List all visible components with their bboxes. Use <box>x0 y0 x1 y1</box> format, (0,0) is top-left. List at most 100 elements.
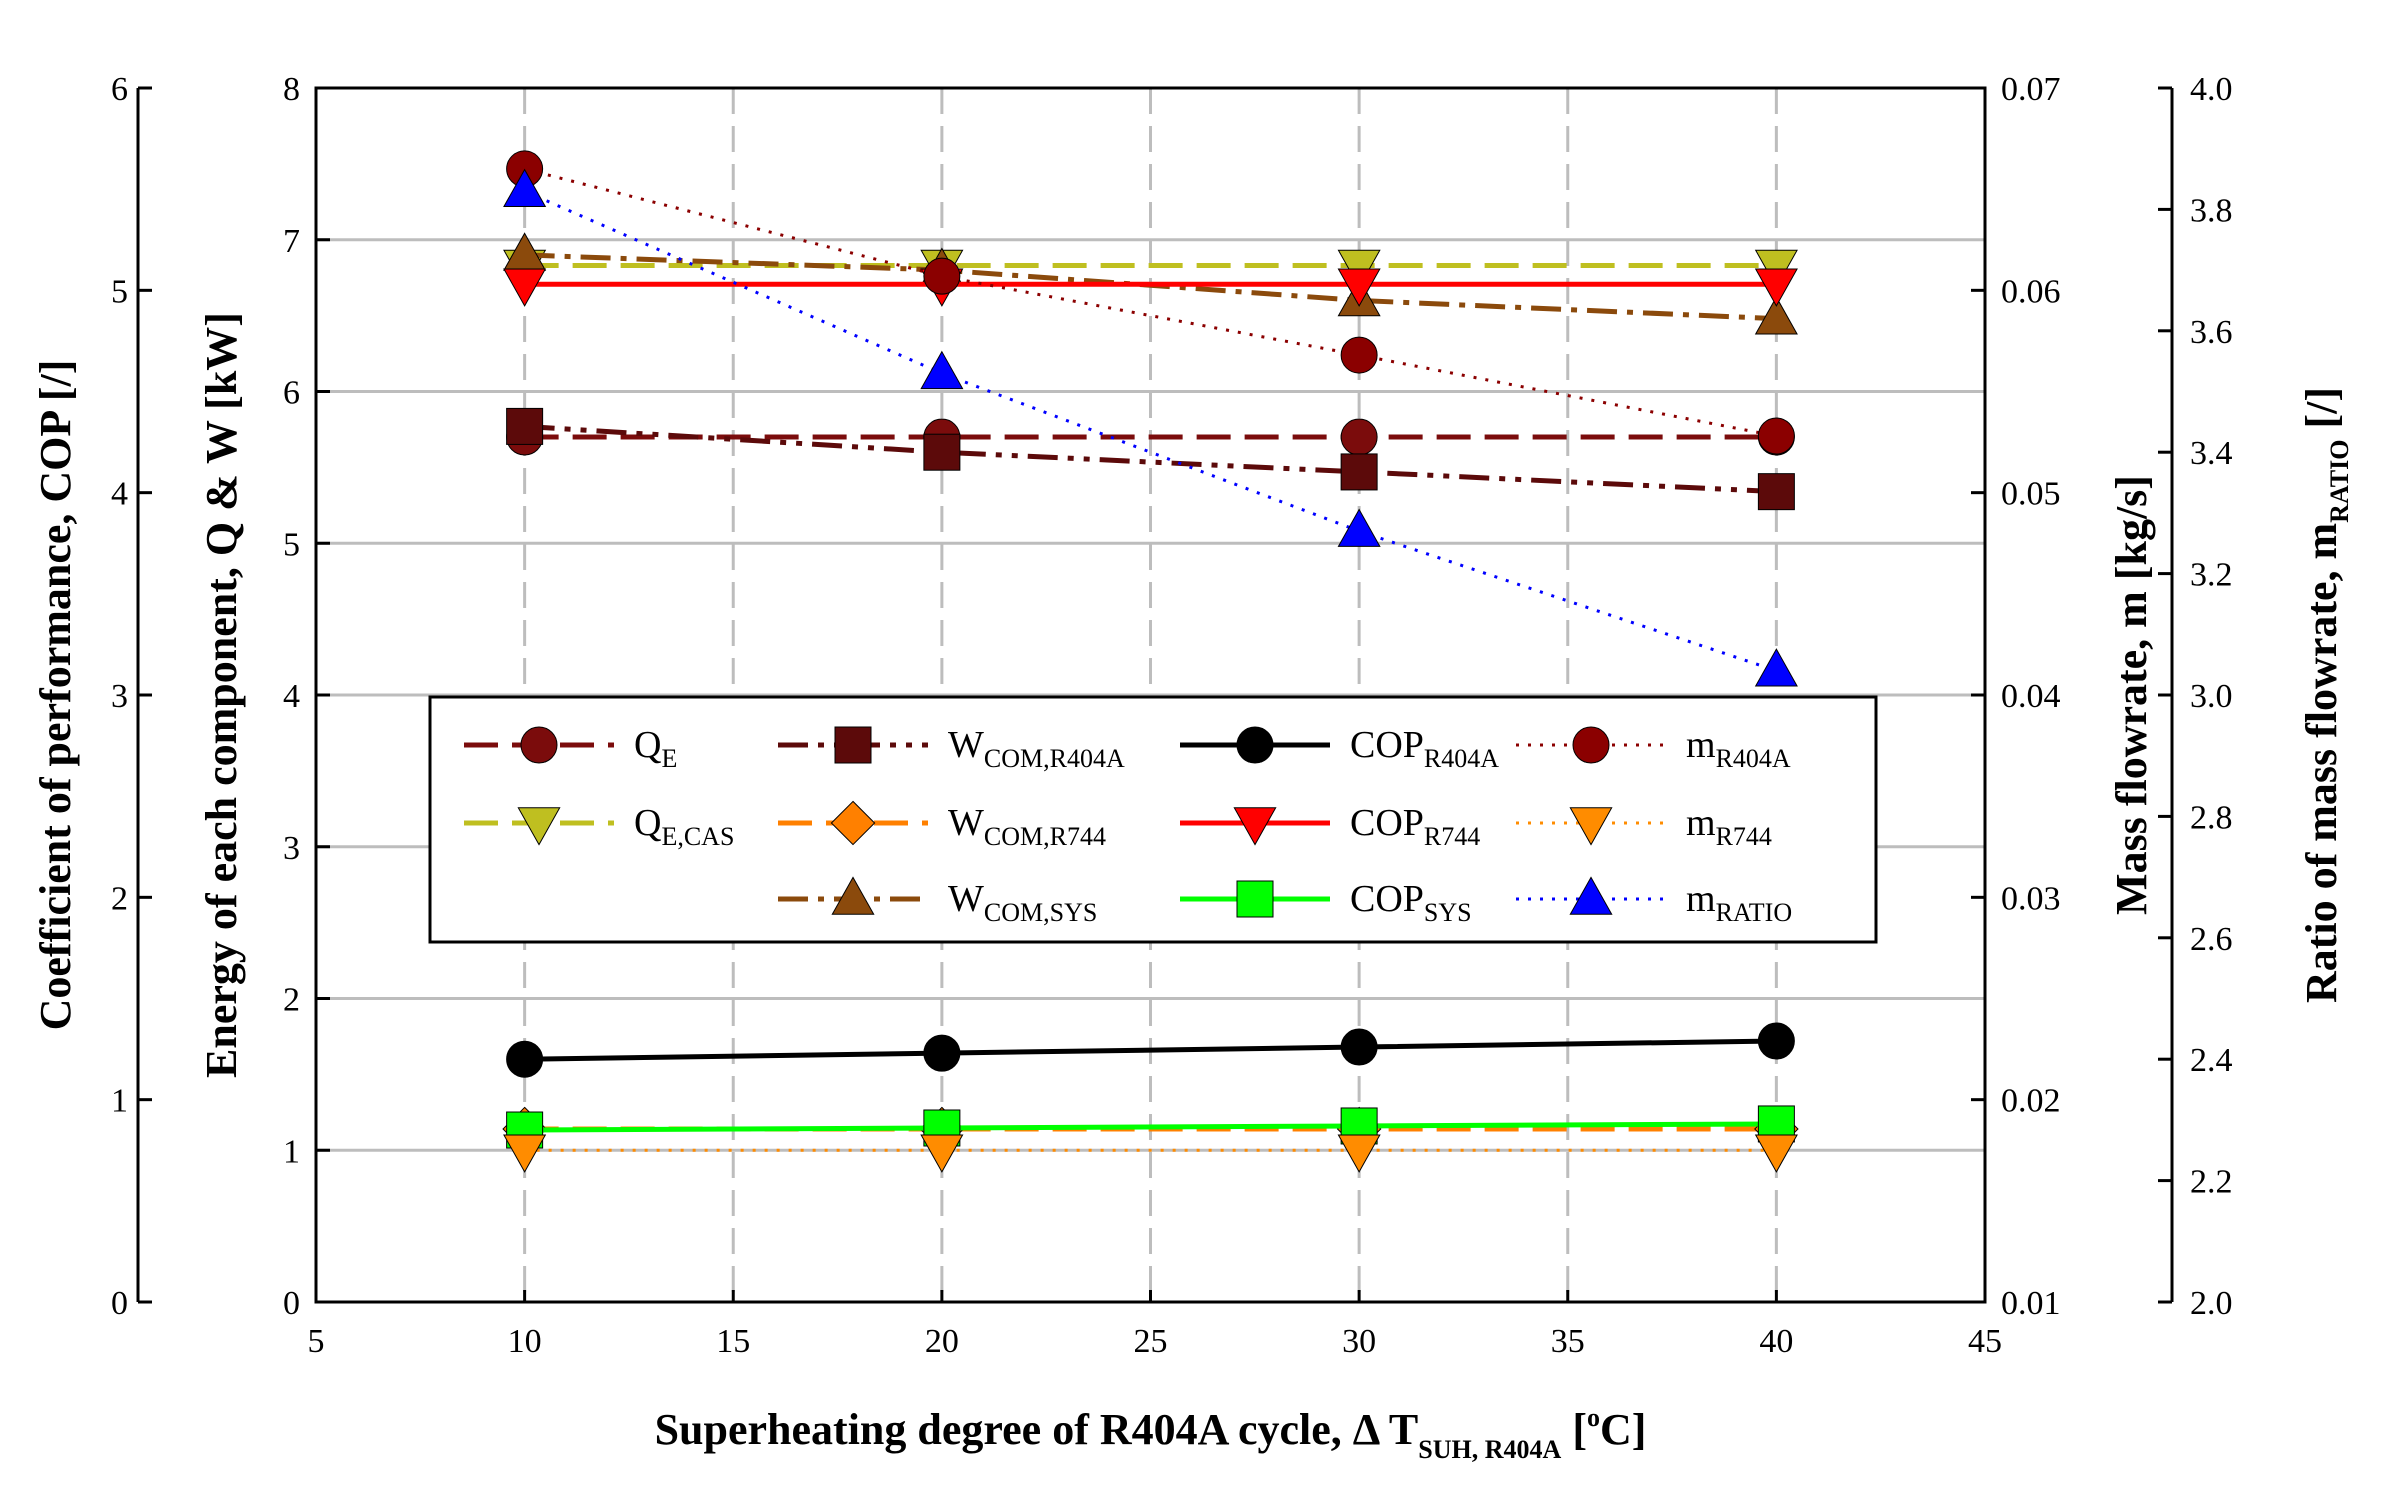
mass-tick-label: 0.03 <box>2001 880 2061 917</box>
legend-label-COP_R744: COPR744 <box>1350 802 1480 851</box>
ratio-tick-label: 4.0 <box>2190 71 2233 108</box>
legend-label-COP_R404A: COPR404A <box>1350 724 1499 773</box>
axes: 5 10 15 20 25 30 35 40 4501234560123456780.010.0… <box>31 71 2354 1464</box>
data-point-COP_R404A-30 <box>1340 1028 1378 1066</box>
legend-label-main: Q <box>634 802 661 844</box>
data-point-W_COM,SYS-40 <box>1754 296 1798 335</box>
legend-marker-m_R404A <box>1572 726 1610 764</box>
data-point-W_COM,R404A-40 <box>1757 473 1795 511</box>
x-tick-label: 40 <box>1759 1323 1793 1360</box>
series-W_COM,R404A <box>506 407 1795 511</box>
data-point-Q_E-30 <box>1340 418 1378 456</box>
cop-tick-label: 4 <box>111 476 128 513</box>
x-tick-label: 35 <box>1551 1323 1585 1360</box>
legend-label-sub: COM,SYS <box>984 898 1097 927</box>
cop-tick-label: 1 <box>111 1083 128 1120</box>
ratio-tick-label: 2.8 <box>2190 799 2233 836</box>
x-tick-label: 25 <box>1134 1323 1168 1360</box>
energy-axis-title: Energy of each component, Q & W [kW] <box>197 312 246 1078</box>
legend-label-main: m <box>1686 878 1716 920</box>
x-tick-label: 5 <box>308 1323 325 1360</box>
ratio-tick-label: 3.6 <box>2190 314 2233 351</box>
data-point-COP_R404A-20 <box>923 1034 961 1072</box>
cop-tick-label: 0 <box>111 1285 128 1322</box>
legend-marker-W_COM,R404A <box>834 726 872 764</box>
energy-tick-label: 1 <box>283 1133 300 1170</box>
data-point-COP_R404A-10 <box>506 1040 544 1078</box>
data-point-m_R744-40 <box>1754 1134 1798 1173</box>
mass-tick-label: 0.06 <box>2001 273 2061 310</box>
x-tick-label: 45 <box>1968 1323 2002 1360</box>
ratio-axis-title: Ratio of mass flowrate, mRATIO [/] <box>2297 387 2354 1003</box>
data-point-m_R404A-20 <box>923 257 961 295</box>
legend-label-main: W <box>948 802 984 844</box>
series-line-COP_SYS <box>524 1121 1777 1133</box>
legend-label-sub: SYS <box>1424 898 1472 927</box>
series-m_RATIO <box>503 168 1798 687</box>
data-point-m_RATIO-10 <box>503 168 547 207</box>
energy-tick-label: 7 <box>283 223 300 260</box>
data-point-W_COM,R404A-20 <box>923 433 961 471</box>
legend-label-sub: R744 <box>1716 822 1772 851</box>
series <box>502 150 1799 1173</box>
ratio-tick-label: 2.4 <box>2190 1042 2233 1079</box>
series-COP_SYS <box>506 1105 1795 1149</box>
legend-label-W_COM,R404A: WCOM,R404A <box>948 724 1125 773</box>
legend-box <box>428 695 1878 944</box>
data-point-COP_R744-40 <box>1754 268 1798 307</box>
mass-axis-title: Mass flowrate, m [kg/s] <box>2107 475 2156 915</box>
data-point-m_RATIO-20 <box>920 350 964 390</box>
x-tick-label: 20 <box>925 1323 959 1360</box>
data-point-m_R404A-30 <box>1340 336 1378 374</box>
ratio-tick-label: 3.4 <box>2190 435 2233 472</box>
legend-label-main: m <box>1686 802 1716 844</box>
legend-label-main: W <box>948 878 984 920</box>
legend-label-Q_E: QE <box>634 724 677 773</box>
data-point-COP_R744-10 <box>503 268 547 307</box>
legend-label-sub: E <box>661 744 677 773</box>
data-point-m_R404A-40 <box>1757 417 1795 455</box>
data-point-m_R744-30 <box>1337 1134 1381 1173</box>
legend-label-sub: R404A <box>1424 744 1499 773</box>
data-point-m_RATIO-40 <box>1754 648 1798 687</box>
x-tick-label: 15 <box>716 1323 750 1360</box>
cop-tick-label: 2 <box>111 880 128 917</box>
mass-tick-label: 0.01 <box>2001 1285 2061 1322</box>
ratio-tick-label: 3.0 <box>2190 678 2233 715</box>
cop-tick-label: 3 <box>111 678 128 715</box>
legend-marker-m_R744 <box>1569 807 1613 846</box>
series-COP_R404A <box>506 1022 1795 1078</box>
cop-tick-label: 5 <box>111 273 128 310</box>
legend-label-main: COP <box>1350 802 1424 844</box>
energy-tick-label: 3 <box>283 830 300 867</box>
ratio-axis-title-sub: RATIO <box>2325 440 2354 523</box>
mass-tick-label: 0.07 <box>2001 71 2061 108</box>
legend-label-W_COM,R744: WCOM,R744 <box>948 802 1106 851</box>
data-point-COP_R404A-40 <box>1757 1022 1795 1060</box>
energy-tick-label: 8 <box>283 71 300 108</box>
legend-label-main: COP <box>1350 724 1424 766</box>
legend-label-main: m <box>1686 724 1716 766</box>
ratio-tick-label: 2.2 <box>2190 1164 2233 1201</box>
legend-marker-Q_E <box>520 726 558 764</box>
legend-label-main: Q <box>634 724 661 766</box>
energy-tick-label: 0 <box>283 1285 300 1322</box>
x-axis-title-degree: o <box>1587 1403 1600 1432</box>
x-tick-label: 30 <box>1342 1323 1376 1360</box>
x-axis-title-main: Superheating degree of R404A cycle, Δ T <box>655 1405 1419 1454</box>
legend: QEQE,CASWCOM,R404AWCOM,R744WCOM,SYSCOPR4… <box>428 695 1878 944</box>
legend-marker-m_RATIO <box>1569 876 1613 915</box>
ratio-tick-label: 3.2 <box>2190 557 2233 594</box>
mass-tick-label: 0.04 <box>2001 678 2061 715</box>
legend-label-sub: R744 <box>1424 822 1480 851</box>
legend-label-W_COM,SYS: WCOM,SYS <box>948 878 1097 927</box>
cop-tick-label: 6 <box>111 71 128 108</box>
data-point-W_COM,R404A-30 <box>1340 453 1378 491</box>
legend-marker-COP_R404A <box>1236 726 1274 764</box>
energy-tick-label: 4 <box>283 678 300 715</box>
cop-axis-title: Coefficient of performance, COP [/] <box>31 360 80 1031</box>
legend-label-m_R744: mR744 <box>1686 802 1772 851</box>
series-m_R404A <box>506 150 1795 455</box>
legend-marker-COP_R744 <box>1233 807 1277 846</box>
